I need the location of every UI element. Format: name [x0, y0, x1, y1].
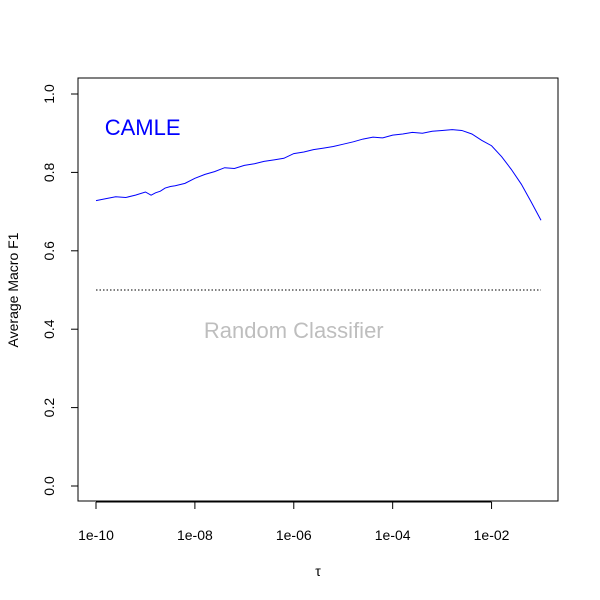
- y-tick-label: 0.8: [41, 162, 57, 182]
- y-tick-label: 1.0: [41, 84, 57, 104]
- y-axis-label: Average Macro F1: [5, 232, 21, 347]
- y-axis: 0.0 0.2 0.4 0.6 0.8 1.0: [41, 84, 79, 496]
- y-tick-label: 0.6: [41, 241, 57, 261]
- annotation-label: CAMLE: [105, 115, 181, 140]
- x-tick-label: 1e-10: [78, 527, 114, 543]
- x-tick-label: 1e-08: [177, 527, 213, 543]
- series-layer: [95, 129, 542, 291]
- y-tick-label: 0.2: [41, 398, 57, 418]
- y-tick-label: 0.0: [41, 476, 57, 496]
- y-tick-label: 0.4: [41, 319, 57, 339]
- annotation-label: Random Classifier: [204, 318, 384, 343]
- x-axis: 1e-10 1e-08 1e-06 1e-04 1e-02: [78, 501, 510, 543]
- x-tick-label: 1e-06: [276, 527, 312, 543]
- annotation-layer: CAMLE Random Classifier: [105, 115, 384, 343]
- x-axis-label: τ: [315, 563, 321, 579]
- x-tick-label: 1e-02: [474, 527, 510, 543]
- x-tick-label: 1e-04: [375, 527, 411, 543]
- series-line-0: [95, 129, 542, 221]
